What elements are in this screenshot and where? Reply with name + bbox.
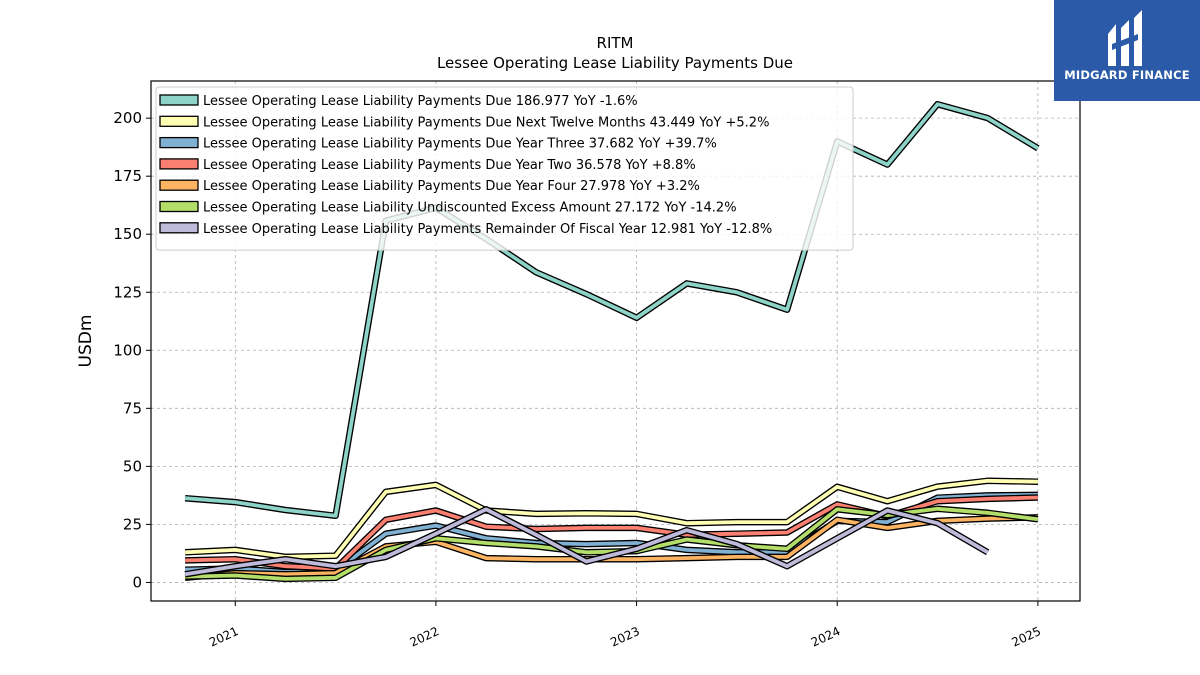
x-tick-label: 2022 — [408, 624, 442, 650]
legend-swatch — [159, 179, 199, 191]
legend-entry: Lessee Operating Lease Liability Undisco… — [203, 201, 737, 216]
legend-entry: Lessee Operating Lease Liability Payment… — [203, 115, 769, 130]
chart-title: RITM — [597, 34, 634, 52]
legend-swatch — [159, 136, 199, 149]
legend-swatch — [159, 94, 199, 106]
x-tick-label: 2023 — [608, 624, 642, 650]
axis-ticks: 0 25 50 75 100 125 150 175 200 2021 2022 2023 2024 20… — [113, 109, 1043, 649]
midgard-logo-icon — [1108, 10, 1142, 66]
brand-logo: MIDGARD FINANCE — [1054, 0, 1200, 101]
chart-subtitle: Lessee Operating Lease Liability Payment… — [437, 54, 793, 72]
legend-entry: Lessee Operating Lease Liability Payment… — [203, 158, 696, 173]
legend-entry: Lessee Operating Lease Liability Payment… — [203, 94, 638, 109]
y-tick-label: 25 — [123, 515, 142, 533]
y-tick-label: 75 — [123, 399, 142, 417]
series-line-6 — [184, 507, 989, 577]
x-tick-label: 2025 — [1010, 624, 1044, 650]
y-tick-label: 100 — [113, 341, 142, 359]
legend-swatch — [159, 158, 199, 170]
y-tick-label: 175 — [113, 167, 142, 185]
series-layer — [184, 100, 1040, 583]
legend-entry: Lessee Operating Lease Liability Payment… — [203, 222, 772, 237]
x-tick-label: 2024 — [809, 624, 843, 650]
series-line-4 — [184, 515, 1038, 580]
series-line-0 — [184, 102, 1039, 518]
x-tick-label: 2021 — [207, 624, 241, 650]
y-tick-label: 0 — [132, 573, 142, 591]
legend-swatch — [159, 200, 199, 213]
y-axis-label: USDm — [76, 315, 96, 368]
legend: Lessee Operating Lease Liability Payment… — [155, 86, 854, 251]
brand-name: MIDGARD FINANCE — [1064, 68, 1190, 82]
legend-box — [155, 86, 854, 251]
y-tick-label: 50 — [123, 457, 142, 475]
y-tick-label: 150 — [113, 225, 142, 243]
y-tick-label: 125 — [113, 283, 142, 301]
legend-swatch — [159, 115, 199, 127]
y-tick-label: 200 — [113, 109, 142, 127]
series-line-1 — [185, 478, 1038, 559]
plot-frame — [150, 80, 1081, 602]
legend-entry: Lessee Operating Lease Liability Payment… — [203, 137, 717, 152]
legend-swatch — [159, 222, 199, 234]
legend-entry: Lessee Operating Lease Liability Payment… — [203, 179, 700, 194]
